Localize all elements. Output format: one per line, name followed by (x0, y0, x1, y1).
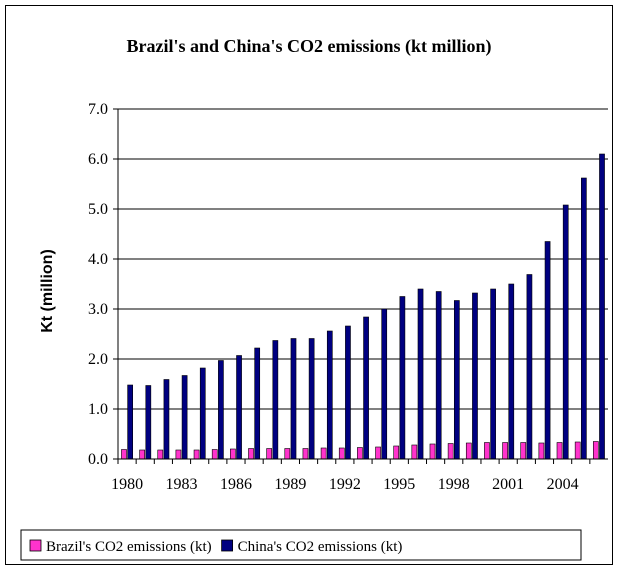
chart: Brazil's and China's CO2 emissions (kt m… (20, 36, 608, 561)
y-axis-label: Kt (million) (39, 249, 56, 333)
x-tick-label: 1998 (438, 476, 470, 493)
bar (490, 288, 496, 460)
bar (363, 316, 369, 460)
y-tick-label: 1.0 (88, 401, 108, 418)
bar (345, 325, 351, 460)
bar (157, 449, 164, 460)
bar (139, 449, 145, 460)
gridlines (118, 108, 608, 410)
bar (175, 449, 182, 460)
bar (272, 340, 279, 460)
bar (338, 447, 345, 460)
legend-frame (20, 529, 582, 561)
y-tick-label: 6.0 (88, 151, 108, 168)
bar (163, 379, 170, 460)
bar (472, 292, 478, 460)
bar (211, 449, 218, 460)
bar (381, 308, 388, 460)
bar (526, 274, 533, 460)
y-tick-label: 2.0 (88, 351, 108, 368)
bar (508, 283, 515, 460)
bar (484, 442, 490, 460)
bar (520, 442, 527, 460)
bar (145, 385, 152, 460)
bar (199, 367, 206, 460)
bar (453, 300, 460, 460)
legend-label: China's CO2 emissions (kt) (238, 539, 403, 555)
x-tick-label: 1992 (329, 476, 361, 493)
y-tick-label: 7.0 (88, 101, 108, 118)
bar (447, 443, 454, 460)
chart-title: Brazil's and China's CO2 emissions (kt m… (126, 36, 491, 57)
bar (357, 447, 363, 460)
bar (284, 448, 291, 460)
tick-labels: 0.0 1.0 2.0 3.0 4.0 5.0 6.0 7.0 1980 1983 1986 1989… (88, 101, 579, 493)
bar (320, 447, 327, 460)
bar (435, 291, 442, 460)
bar (592, 441, 599, 460)
bar (581, 177, 587, 460)
bar (544, 241, 551, 460)
bar (308, 338, 315, 460)
y-tick-label: 3.0 (88, 301, 108, 318)
bar (121, 449, 127, 460)
bars (121, 153, 605, 460)
bar (326, 330, 333, 460)
bar (254, 347, 261, 460)
x-tick-label: 1986 (220, 476, 252, 493)
bar (375, 446, 381, 460)
legend-swatch (221, 539, 234, 552)
y-tick-label: 4.0 (88, 251, 108, 268)
x-tick-label: 2004 (547, 476, 579, 493)
bar (302, 448, 309, 460)
bar (230, 448, 236, 460)
bar (266, 448, 273, 460)
bar (290, 338, 297, 460)
bar (393, 445, 400, 460)
bar (429, 443, 436, 460)
bar (562, 204, 569, 460)
bar (193, 449, 200, 460)
chart-frame: Brazil's and China's CO2 emissions (kt m… (5, 5, 613, 565)
bar (599, 153, 605, 460)
bar (574, 441, 581, 460)
x-tick-label: 1980 (111, 476, 143, 493)
bar (218, 360, 224, 460)
bar (417, 288, 424, 460)
bar (502, 442, 508, 460)
y-tick-label: 0.0 (88, 451, 108, 468)
y-tick-label: 5.0 (88, 201, 108, 218)
bar (127, 384, 134, 460)
x-tick-label: 1995 (383, 476, 415, 493)
bar (465, 442, 472, 460)
bar (181, 375, 188, 460)
bar (556, 442, 563, 460)
x-tick-label: 1983 (166, 476, 198, 493)
bar (411, 444, 418, 460)
x-tick-label: 1989 (274, 476, 306, 493)
bar (538, 442, 545, 460)
x-tick-label: 2001 (492, 476, 524, 493)
legend-label: Brazil's CO2 emissions (kt) (46, 539, 212, 555)
axes (113, 108, 608, 464)
bar (236, 355, 242, 460)
legend: Brazil's CO2 emissions (kt) China's CO2 e… (20, 529, 582, 561)
bar (248, 448, 254, 460)
bar (399, 296, 406, 460)
legend-swatch (29, 539, 42, 552)
